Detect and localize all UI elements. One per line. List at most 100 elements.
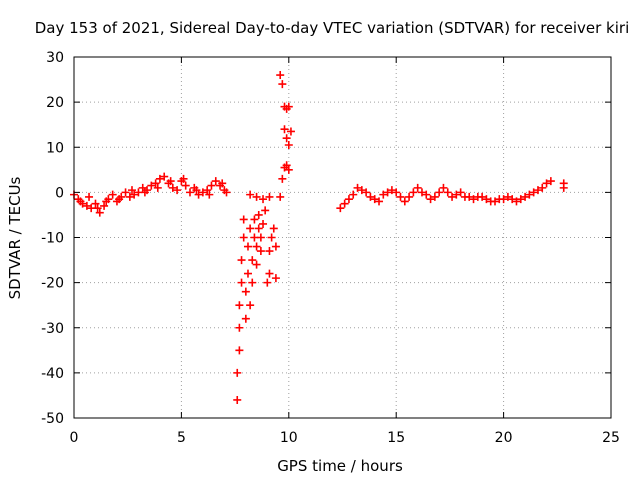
data-point bbox=[108, 190, 117, 199]
data-point bbox=[179, 174, 188, 183]
chart-title: Day 153 of 2021, Sidereal Day-to-day VTE… bbox=[35, 19, 630, 37]
data-point bbox=[426, 195, 435, 204]
data-point bbox=[168, 183, 177, 192]
data-point bbox=[243, 269, 252, 278]
data-point bbox=[235, 301, 244, 310]
data-point bbox=[375, 197, 384, 206]
data-point bbox=[336, 204, 345, 213]
data-point bbox=[241, 287, 250, 296]
data-point bbox=[222, 188, 231, 197]
data-point bbox=[448, 192, 457, 201]
data-point bbox=[256, 247, 265, 256]
data-point bbox=[533, 186, 542, 195]
data-point bbox=[192, 186, 201, 195]
data-point bbox=[160, 172, 169, 181]
data-point bbox=[508, 195, 517, 204]
x-tick-label: 25 bbox=[602, 430, 620, 446]
y-tick-label: -50 bbox=[41, 411, 64, 427]
data-point bbox=[512, 197, 521, 206]
data-point bbox=[85, 192, 94, 201]
data-point bbox=[443, 188, 452, 197]
data-point bbox=[173, 186, 182, 195]
data-point bbox=[250, 215, 259, 224]
data-point bbox=[248, 256, 257, 265]
data-point bbox=[422, 190, 431, 199]
data-point bbox=[140, 188, 149, 197]
data-point bbox=[405, 192, 414, 201]
data-point bbox=[153, 183, 162, 192]
x-axis-label: GPS time / hours bbox=[277, 457, 403, 475]
data-point bbox=[392, 188, 401, 197]
data-point bbox=[233, 368, 242, 377]
data-point bbox=[243, 242, 252, 251]
data-point bbox=[362, 188, 371, 197]
data-point bbox=[344, 195, 353, 204]
data-point bbox=[435, 188, 444, 197]
data-point bbox=[559, 183, 568, 192]
y-tick-label: 0 bbox=[55, 185, 64, 201]
data-point bbox=[546, 177, 555, 186]
data-point bbox=[417, 188, 426, 197]
data-point bbox=[130, 190, 139, 199]
data-point bbox=[452, 190, 461, 199]
data-point bbox=[151, 179, 160, 188]
data-point bbox=[271, 242, 280, 251]
data-point bbox=[349, 190, 358, 199]
data-point bbox=[259, 219, 268, 228]
data-point bbox=[521, 192, 530, 201]
x-tick-label: 15 bbox=[387, 430, 405, 446]
data-point bbox=[205, 190, 214, 199]
data-point bbox=[286, 127, 295, 136]
y-tick-label: -10 bbox=[41, 231, 64, 247]
data-point bbox=[252, 260, 261, 269]
y-axis-label: SDTVAR / TECUs bbox=[6, 176, 24, 299]
data-point bbox=[542, 179, 551, 188]
data-point bbox=[155, 174, 164, 183]
data-point bbox=[198, 188, 207, 197]
x-tick-label: 10 bbox=[280, 430, 298, 446]
data-point bbox=[246, 301, 255, 310]
series-spike bbox=[276, 71, 295, 201]
data-point bbox=[147, 181, 156, 190]
data-point bbox=[413, 183, 422, 192]
data-point bbox=[465, 192, 474, 201]
data-point bbox=[284, 165, 293, 174]
data-point bbox=[383, 188, 392, 197]
data-point bbox=[125, 192, 134, 201]
data-point bbox=[115, 195, 124, 204]
data-point bbox=[538, 183, 547, 192]
data-point bbox=[340, 199, 349, 208]
data-point bbox=[91, 199, 100, 208]
data-point bbox=[218, 179, 227, 188]
data-point bbox=[439, 183, 448, 192]
data-point bbox=[100, 201, 109, 210]
data-point bbox=[256, 233, 265, 242]
data-point bbox=[396, 192, 405, 201]
series-night-dip bbox=[233, 190, 280, 404]
data-point bbox=[276, 71, 285, 80]
data-point bbox=[387, 186, 396, 195]
data-point bbox=[185, 188, 194, 197]
data-point bbox=[516, 195, 525, 204]
data-point bbox=[203, 186, 212, 195]
data-point bbox=[276, 192, 285, 201]
data-point bbox=[499, 195, 508, 204]
data-point bbox=[529, 188, 538, 197]
data-point bbox=[211, 177, 220, 186]
data-point bbox=[246, 224, 255, 233]
data-point bbox=[282, 134, 291, 143]
data-point bbox=[259, 195, 268, 204]
data-point bbox=[267, 233, 276, 242]
y-tick-label: -40 bbox=[41, 366, 64, 382]
data-point bbox=[138, 183, 147, 192]
series-afternoon bbox=[336, 177, 568, 213]
data-point bbox=[254, 224, 263, 233]
data-point bbox=[379, 190, 388, 199]
data-point bbox=[491, 197, 500, 206]
data-point bbox=[409, 188, 418, 197]
data-point bbox=[194, 190, 203, 199]
data-point bbox=[271, 274, 280, 283]
y-tick-label: 20 bbox=[46, 95, 64, 111]
data-point bbox=[430, 192, 439, 201]
data-points bbox=[70, 71, 568, 404]
